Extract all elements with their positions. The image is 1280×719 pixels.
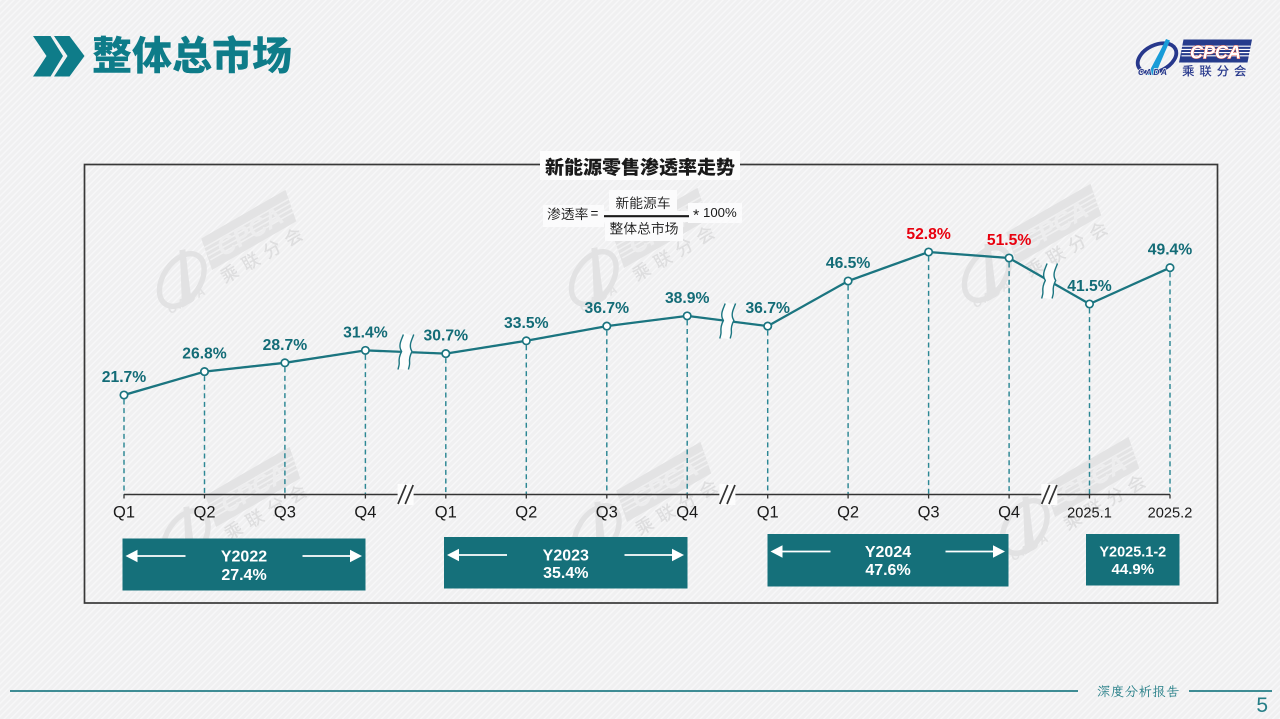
svg-text:=: =: [591, 206, 599, 221]
svg-text:52.8%: 52.8%: [906, 226, 951, 243]
svg-text:Q4: Q4: [676, 504, 698, 522]
svg-text:CADA: CADA: [1138, 67, 1169, 77]
svg-text:36.7%: 36.7%: [585, 300, 630, 317]
svg-text:CPCA: CPCA: [1190, 43, 1241, 63]
svg-text:Q3: Q3: [274, 504, 296, 522]
svg-text:*: *: [693, 208, 699, 225]
svg-text:2025.2: 2025.2: [1148, 506, 1193, 522]
svg-text:Q1: Q1: [435, 504, 457, 522]
svg-text:36.7%: 36.7%: [745, 300, 790, 317]
svg-text:33.5%: 33.5%: [504, 315, 549, 332]
svg-text:Q2: Q2: [193, 504, 215, 522]
svg-text:Y2024: Y2024: [865, 544, 911, 561]
svg-text:51.5%: 51.5%: [987, 232, 1032, 249]
svg-text:26.8%: 26.8%: [182, 346, 227, 363]
svg-text:Q2: Q2: [515, 504, 537, 522]
svg-text:5: 5: [1256, 694, 1268, 717]
svg-text:100%: 100%: [703, 205, 737, 220]
svg-text:49.4%: 49.4%: [1148, 242, 1193, 259]
svg-text:21.7%: 21.7%: [102, 369, 147, 386]
svg-text:27.4%: 27.4%: [221, 567, 266, 584]
svg-text:Y2023: Y2023: [543, 548, 589, 565]
svg-text:44.9%: 44.9%: [1112, 561, 1155, 578]
svg-text:41.5%: 41.5%: [1067, 278, 1112, 295]
svg-text:Q3: Q3: [918, 504, 940, 522]
svg-text:46.5%: 46.5%: [826, 255, 871, 272]
svg-text:Q4: Q4: [354, 504, 376, 522]
svg-text:30.7%: 30.7%: [424, 328, 469, 345]
svg-text:Q2: Q2: [837, 504, 859, 522]
svg-text:Y2022: Y2022: [221, 549, 267, 566]
svg-text:35.4%: 35.4%: [543, 565, 588, 582]
svg-text:Q1: Q1: [757, 504, 779, 522]
svg-text:31.4%: 31.4%: [343, 324, 388, 341]
svg-text:Q3: Q3: [596, 504, 618, 522]
svg-text:2025.1: 2025.1: [1067, 506, 1112, 522]
svg-text:38.9%: 38.9%: [665, 290, 710, 307]
svg-text:Q4: Q4: [998, 504, 1020, 522]
svg-text:Q1: Q1: [113, 504, 135, 522]
svg-text:47.6%: 47.6%: [865, 562, 910, 579]
svg-text:28.7%: 28.7%: [263, 337, 308, 354]
svg-text:Y2025.1-2: Y2025.1-2: [1099, 545, 1166, 561]
